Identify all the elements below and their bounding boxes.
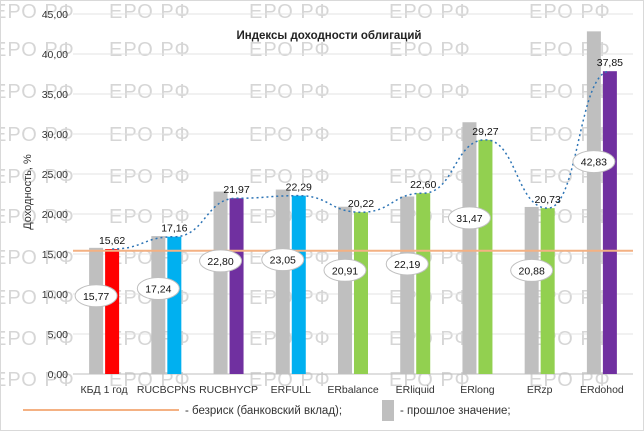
x-tick-5: ERliquid [396, 384, 435, 396]
bar-current-0 [105, 249, 120, 374]
bubble-previous-4 [323, 258, 367, 282]
y-tick-1: 5,00 [48, 329, 69, 341]
label-current-7: 20,73 [535, 194, 561, 206]
trend-line [112, 70, 611, 250]
bubble-previous-1 [136, 276, 180, 300]
bar-previous-5 [400, 196, 415, 374]
bubble-previous-2 [199, 249, 243, 273]
legend: - безриск (банковский вклад); - прошлое … [23, 400, 511, 421]
bar-previous-0 [89, 247, 104, 374]
label-current-4: 20,22 [348, 198, 374, 210]
x-tick-4: ERbalance [327, 384, 379, 396]
x-tick-8: ERdohod [580, 384, 624, 396]
y-tick-2: 10,00 [42, 289, 68, 301]
bar-previous-6 [462, 122, 477, 375]
x-tick-labels: КБД 1 год RUCBCPNS RUCBHYCP ERFULL ERbalance… [81, 384, 624, 396]
x-tick-1: RUCBCPNS [137, 384, 196, 396]
bar-current-2 [229, 198, 244, 374]
y-tick-7: 35,00 [42, 89, 68, 101]
label-current-3: 22,29 [286, 182, 312, 194]
bars [89, 31, 617, 375]
y-tick-4: 20,00 [42, 209, 68, 221]
label-current-5: 22,60 [410, 179, 436, 191]
bar-current-8 [602, 71, 617, 374]
label-previous-8: 42,83 [581, 157, 607, 169]
label-current-6: 29,27 [472, 126, 498, 138]
x-tick-2: RUCBHYCP [199, 384, 258, 396]
y-tick-3: 15,00 [42, 249, 68, 261]
bar-current-7 [540, 208, 555, 374]
label-previous-4: 20,91 [332, 265, 358, 277]
bar-previous-7 [524, 206, 539, 374]
bar-current-5 [416, 193, 431, 374]
legend-previous-label: - прошлое значение; [400, 405, 511, 417]
bubble-previous-5 [385, 252, 429, 276]
label-previous-5: 22,19 [394, 259, 420, 271]
label-previous-2: 22,80 [207, 256, 233, 268]
bubble-previous-7 [510, 258, 554, 282]
chart-title: Индексы доходности облигаций [237, 30, 422, 42]
bar-previous-2 [213, 191, 228, 374]
label-current-8: 37,85 [597, 57, 623, 69]
label-current-2: 21,97 [223, 184, 249, 196]
label-current-0: 15,62 [99, 235, 125, 247]
bar-previous-8 [586, 31, 601, 375]
label-current-1: 17,16 [161, 223, 187, 235]
legend-riskfree-label: - безриск (банковский вклад); [185, 405, 342, 417]
bubble-previous-8 [572, 150, 616, 174]
y-tick-9: 45,00 [42, 9, 68, 21]
bubble-previous-0 [74, 284, 118, 308]
bar-current-3 [291, 195, 306, 374]
y-tick-0: 0,00 [48, 369, 69, 381]
bar-previous-1 [151, 236, 166, 374]
bar-previous-3 [275, 189, 290, 374]
bar-current-4 [354, 212, 368, 374]
legend-previous-swatch [382, 400, 394, 421]
bar-current-6 [478, 139, 493, 374]
bar-previous-4 [338, 206, 352, 374]
data-labels: 15,62 15,77 17,16 17,24 21,97 22,80 22,29 23,05… [74, 57, 623, 308]
y-gridlines [73, 13, 633, 375]
y-tick-5: 25,00 [42, 169, 68, 181]
x-tick-3: ERFULL [271, 384, 311, 396]
y-tick-6: 30,00 [42, 129, 68, 141]
y-tick-8: 40,00 [42, 49, 68, 61]
x-tick-0: КБД 1 год [81, 384, 128, 396]
y-axis-label: Доходность, % [22, 154, 34, 230]
y-tick-labels: 0,00 5,00 10,00 15,00 20,00 25,00 30,00 35,00 40… [42, 9, 68, 381]
bar-current-1 [167, 236, 182, 374]
reference-lines [73, 70, 633, 252]
label-previous-1: 17,24 [145, 283, 171, 295]
x-tick-7: ERzp [527, 384, 553, 396]
label-previous-3: 23,05 [270, 255, 296, 267]
bubble-previous-6 [447, 206, 491, 230]
bubble-previous-3 [261, 248, 305, 272]
label-previous-0: 15,77 [83, 291, 109, 303]
x-tick-6: ERlong [460, 384, 495, 396]
label-previous-7: 20,88 [519, 265, 545, 277]
label-previous-6: 31,47 [456, 213, 482, 225]
